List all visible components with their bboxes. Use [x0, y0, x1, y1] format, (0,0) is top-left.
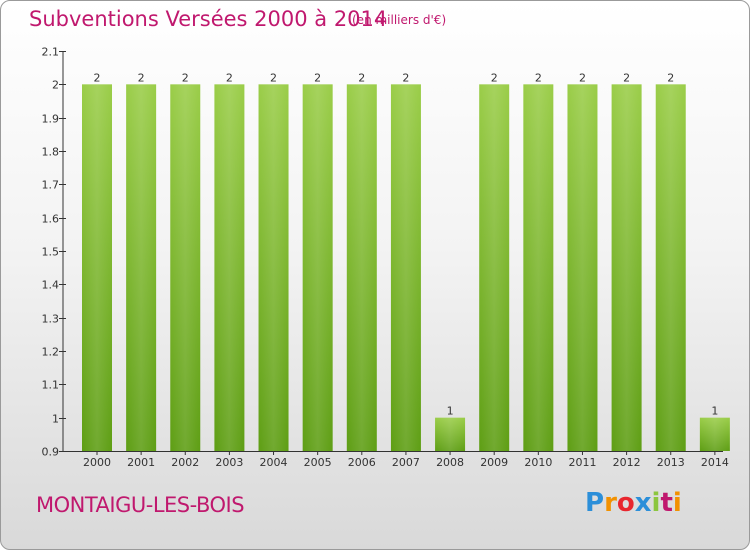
y-tick-label: 1.6 — [42, 213, 60, 226]
x-tick-label: 2006 — [348, 456, 376, 469]
bar-shine — [82, 84, 112, 451]
bar-shine — [126, 84, 157, 451]
bar-shine — [435, 417, 466, 451]
x-tick-label: 2013 — [657, 456, 685, 469]
bar-shine — [170, 84, 201, 451]
x-axis: 2000 2001 2002 2003 2004 2005 2006 2007 2008 2009… — [63, 451, 729, 469]
logo-letter: P — [585, 488, 605, 518]
x-tick-label: 2014 — [701, 456, 729, 469]
x-tick-label: 2000 — [83, 456, 111, 469]
x-tick-label: 2011 — [568, 456, 596, 469]
bar-shine — [523, 84, 554, 451]
bar-shine — [479, 84, 510, 451]
logo-letter: i — [672, 488, 682, 518]
y-tick-label: 1.9 — [42, 113, 60, 126]
logo-letter: t — [660, 488, 673, 518]
bar-shine — [699, 417, 730, 451]
bar-shine — [655, 84, 686, 451]
bar-value-label: 2 — [535, 71, 542, 84]
bar-value-label: 2 — [182, 71, 189, 84]
bar-value-label: 2 — [138, 71, 145, 84]
bar-value-label: 2 — [226, 71, 233, 84]
bar-value-label: 2 — [270, 71, 277, 84]
proxiti-logo[interactable]: Proxiti — [585, 488, 682, 518]
x-tick-label: 2004 — [260, 456, 288, 469]
chart-subtitle: (en milliers d'€) — [352, 13, 447, 27]
y-tick-label: 1.8 — [42, 146, 60, 159]
y-tick-label: 1.4 — [42, 279, 60, 292]
bar-value-label: 2 — [402, 71, 409, 84]
bar-shine — [258, 84, 289, 451]
bar-value-label: 2 — [491, 71, 498, 84]
bar-shine — [346, 84, 377, 451]
x-tick-label: 2009 — [480, 456, 508, 469]
bar-value-label: 2 — [314, 71, 321, 84]
logo-letter: o — [616, 488, 635, 518]
x-tick-label: 2005 — [304, 456, 332, 469]
y-tick-label: 2 — [52, 79, 59, 92]
x-tick-label: 2012 — [613, 456, 641, 469]
y-tick-label: 0.9 — [42, 446, 60, 459]
y-axis: 0.9 1 1.1 1.2 1.3 1.4 1.5 1.6 1.7 1.8 1.9 2 2.1 — [42, 46, 66, 459]
bar-shine — [214, 84, 245, 451]
x-tick-label: 2002 — [171, 456, 199, 469]
bar-value-label: 2 — [623, 71, 630, 84]
y-tick-label: 1.7 — [42, 179, 60, 192]
x-tick-label: 2008 — [436, 456, 464, 469]
bar-value-label: 2 — [579, 71, 586, 84]
bar-value-label: 2 — [358, 71, 365, 84]
y-tick-label: 1.3 — [42, 313, 60, 326]
logo-letter: i — [651, 488, 661, 518]
bar-value-label: 2 — [667, 71, 674, 84]
x-tick-label: 2010 — [524, 456, 552, 469]
x-tick-label: 2001 — [127, 456, 155, 469]
y-tick-label: 1 — [52, 413, 59, 426]
x-tick-label: 2007 — [392, 456, 420, 469]
logo-letter: r — [604, 488, 617, 518]
bars: 2 2 2 2 2 2 2 2 1 2 2 2 2 2 1 — [82, 71, 730, 451]
y-tick-label: 1.1 — [42, 379, 60, 392]
bar-value-label: 2 — [94, 71, 101, 84]
chart-title: Subventions Versées 2000 à 2014 — [29, 7, 388, 31]
commune-name: MONTAIGU-LES-BOIS — [36, 493, 245, 517]
logo-letter: x — [634, 488, 652, 518]
y-tick-label: 1.2 — [42, 346, 60, 359]
bar-shine — [302, 84, 333, 451]
bar-value-label: 1 — [711, 405, 718, 418]
y-tick-label: 1.5 — [42, 246, 60, 259]
bar-shine — [390, 84, 421, 451]
bar-shine — [567, 84, 598, 451]
y-tick-label: 2.1 — [42, 46, 60, 59]
bar-value-label: 1 — [447, 405, 454, 418]
bar-shine — [611, 84, 642, 451]
x-tick-label: 2003 — [215, 456, 243, 469]
